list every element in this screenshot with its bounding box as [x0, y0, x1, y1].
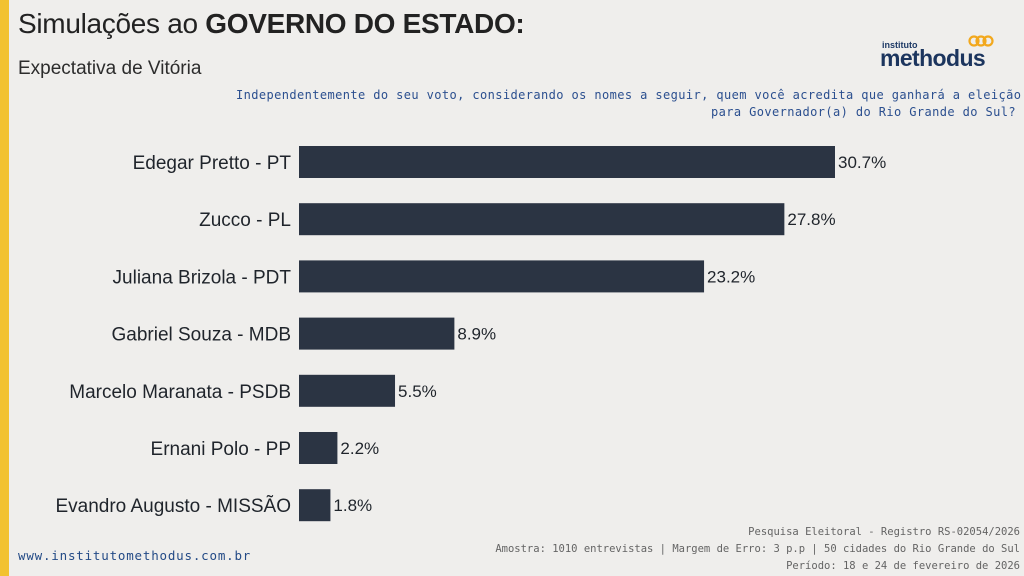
value-label: 30.7%	[838, 153, 886, 172]
bar	[299, 432, 338, 464]
value-label: 23.2%	[707, 267, 755, 286]
survey-question: Independentemente do seu voto, considera…	[236, 87, 1022, 121]
category-label: Zucco - PL	[199, 210, 291, 231]
survey-footer: Pesquisa Eleitoral - Registro RS-02054/2…	[495, 524, 1020, 575]
accent-stripe	[0, 0, 9, 576]
category-label: Ernani Polo - PP	[151, 439, 291, 460]
footer-registration: Pesquisa Eleitoral - Registro RS-02054/2…	[748, 526, 1020, 538]
page-subtitle: Expectativa de Vitória	[18, 58, 202, 79]
bar	[299, 203, 785, 236]
bar	[299, 374, 396, 407]
logo-name: methodus	[880, 45, 986, 71]
category-label: Edegar Pretto - PT	[133, 153, 292, 174]
bar	[299, 489, 331, 522]
bar	[299, 260, 705, 293]
page-title: Simulações ao GOVERNO DO ESTADO:	[18, 8, 525, 40]
category-label: Juliana Brizola - PDT	[113, 267, 292, 288]
footer-period: Período: 18 e 24 de fevereiro de 2026	[786, 560, 1020, 572]
logo-small-text: instituto	[882, 40, 918, 50]
footer-sample: Amostra: 1010 entrevistas | Margem de Er…	[495, 543, 1020, 555]
methodus-logo: instituto methodus	[878, 35, 994, 72]
value-label: 2.2%	[340, 439, 379, 458]
bar	[299, 317, 455, 350]
value-label: 8.9%	[457, 325, 496, 344]
value-label: 5.5%	[398, 382, 437, 401]
title-prefix: Simulações ao	[18, 8, 206, 39]
category-label: Gabriel Souza - MDB	[111, 325, 291, 346]
website-link[interactable]: www.institutomethodus.com.br	[18, 548, 252, 563]
category-label: Marcelo Maranata - PSDB	[69, 382, 291, 403]
value-label: 1.8%	[333, 496, 372, 515]
title-strong: GOVERNO DO ESTADO:	[205, 8, 525, 39]
rings-icon	[968, 35, 994, 47]
question-line-2: para Governador(a) do Rio Grande do Sul?	[711, 105, 1016, 119]
category-label: Evandro Augusto - MISSÃO	[55, 495, 291, 517]
value-label: 27.8%	[787, 210, 835, 229]
bar	[299, 146, 835, 178]
question-line-1: Independentemente do seu voto, considera…	[236, 88, 1022, 102]
